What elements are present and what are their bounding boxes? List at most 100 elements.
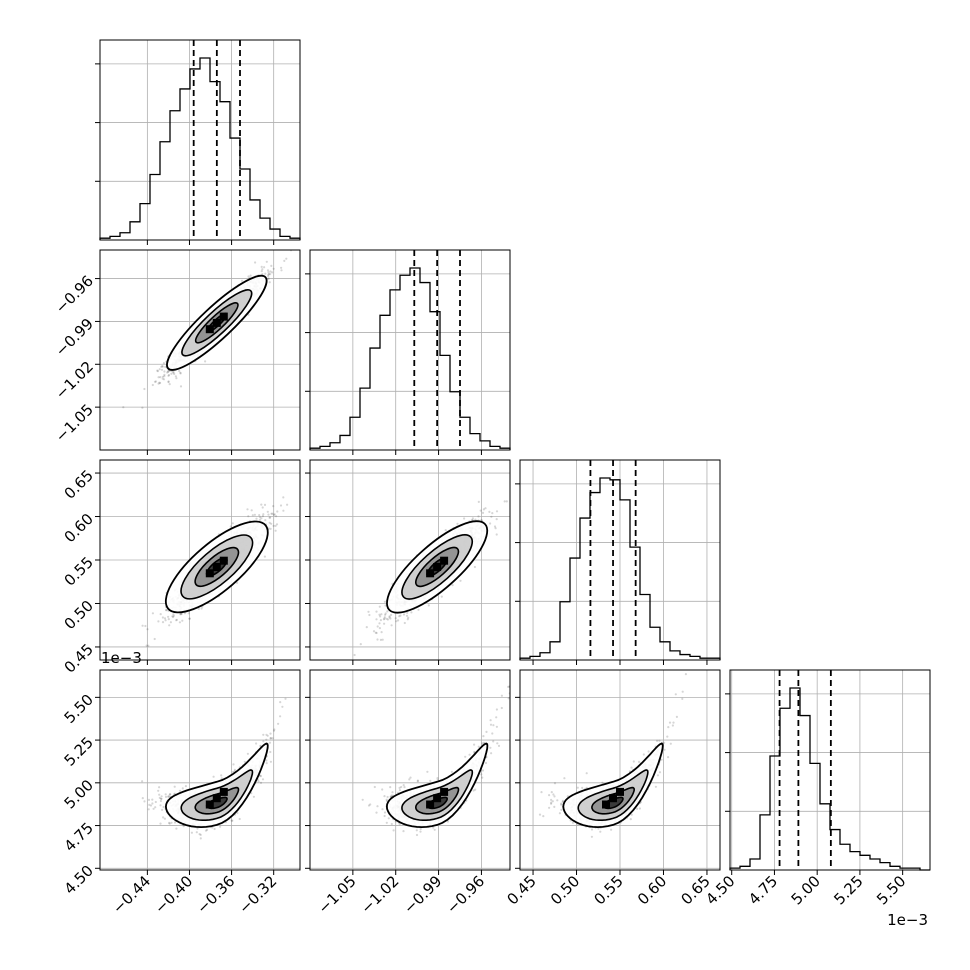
scatter-point [495,518,498,521]
scatter-point [261,778,265,781]
scatter-point [375,618,378,621]
scatter-point [267,273,270,276]
scatter-point [383,622,386,625]
scatter-point [261,515,264,518]
scatter-point [260,270,263,273]
scatter-point [252,795,255,798]
scatter-point [395,620,398,623]
scatter-point [272,513,275,516]
scatter-point [286,503,289,506]
scatter-point [280,269,283,272]
scatter-point [179,371,182,374]
scatter-point [265,260,268,263]
scatter-point [372,630,376,633]
scatter-point [159,381,162,385]
scatter-point [161,621,165,624]
scatter-point [246,752,249,755]
scatter-point [265,733,268,736]
scatter-point [388,616,391,619]
scatter-point [402,613,406,616]
scatter-point [379,638,382,642]
scatter-point [168,624,171,627]
scatter-point [262,740,265,743]
scatter-point [164,365,167,368]
scatter-content [122,250,293,409]
scatter-point [255,742,258,745]
scatter-point [459,579,462,582]
scatter-point [147,644,150,647]
hist-series-0 [99,57,301,240]
scatter-point [247,515,250,518]
scatter-point [470,518,473,522]
scatter-point [386,618,389,621]
scatter-point [390,613,393,617]
scatter-point [178,789,182,792]
scatter-point [266,734,269,737]
scatter-point [374,631,377,634]
scatter-point [365,626,368,629]
scatter-point [170,372,173,375]
scatter-point [164,795,168,799]
scatter-point [493,525,497,528]
scatter-point [260,265,263,268]
scatter-point [164,619,167,622]
scatter-content [141,470,300,647]
scatter-point [378,627,381,630]
scatter-point [236,581,239,585]
scatter-point [204,360,207,363]
scatter-point [147,808,150,811]
scatter-point [160,365,163,368]
scatter-point [188,617,191,620]
scatter-point [213,827,216,831]
scatter-point [488,510,491,513]
scatter-point [353,653,356,657]
scatter-point [503,500,506,503]
scatter-point [379,619,382,622]
scatter-point [174,375,177,378]
scatter-point [403,621,406,625]
scatter-point [161,808,164,812]
scatter-point [407,616,410,619]
scatter-point [489,522,492,525]
scatter-point [261,268,264,271]
scatter-point [427,604,430,607]
scatter-point [380,631,383,634]
scatter-point [220,777,223,780]
scatter-point [154,800,157,804]
scatter-point [375,610,378,613]
scatter-point [167,374,170,377]
scatter-point [153,380,157,383]
scatter-point [269,760,272,763]
scatter-point [232,763,235,766]
scatter-point [481,511,485,514]
scatter-point [406,611,409,615]
scatter-point [270,512,273,515]
scatter-point [171,615,174,618]
scatter-point [266,269,270,272]
scatter-point [282,496,285,499]
scatter-point [161,616,164,619]
scatter-point [444,529,447,532]
scatter-point [259,775,262,778]
density-peak [205,325,214,334]
scatter-point [482,508,485,511]
scatter-point [167,370,170,373]
scatter-point [175,619,178,622]
scatter-point [206,828,209,832]
scatter-point [268,741,272,744]
scatter-point [229,525,232,528]
hist-panel-0 [95,39,301,245]
scatter-point [258,514,261,517]
scatter-point [376,638,379,641]
scatter-point [376,625,379,628]
scatter-point [153,637,156,641]
scatter-point [146,628,149,631]
scatter-point [259,516,262,519]
scatter-point [474,518,477,521]
scatter-point [172,613,175,616]
scatter-point [141,624,144,627]
hist-series-1 [309,267,511,450]
scatter-point [272,729,276,732]
hist-series-3 [729,687,930,871]
